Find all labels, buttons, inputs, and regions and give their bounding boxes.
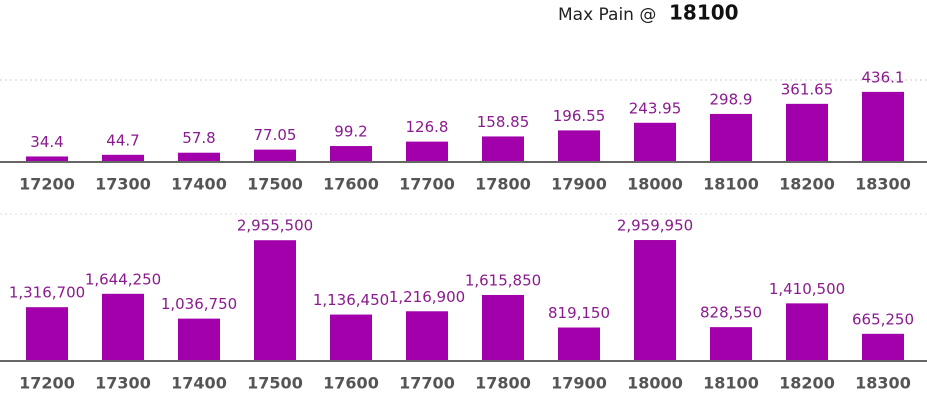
header-label: Max Pain @ — [558, 5, 656, 25]
bar — [406, 141, 448, 162]
value-label: 436.1 — [862, 68, 905, 86]
value-label: 1,136,450 — [313, 291, 389, 309]
bar — [330, 146, 372, 162]
bar — [178, 318, 220, 361]
bar — [482, 136, 524, 162]
value-label: 665,250 — [852, 310, 914, 328]
value-label: 196.55 — [553, 107, 606, 125]
value-label: 57.8 — [182, 129, 215, 147]
x-tick-label: 17800 — [475, 374, 531, 393]
x-tick-label: 17500 — [247, 374, 303, 393]
x-tick-label: 17600 — [323, 175, 379, 194]
x-tick-label: 18200 — [779, 374, 835, 393]
x-tick-label: 18000 — [627, 175, 683, 194]
bar — [710, 113, 752, 162]
x-tick-label: 17900 — [551, 374, 607, 393]
bar — [178, 152, 220, 162]
x-tick-label: 18000 — [627, 374, 683, 393]
x-tick-label: 17300 — [95, 374, 151, 393]
x-tick-label: 18300 — [855, 374, 911, 393]
value-label: 1,216,900 — [389, 288, 465, 306]
bar — [786, 103, 828, 162]
value-label: 243.95 — [629, 99, 682, 117]
x-tick-label: 18100 — [703, 374, 759, 393]
bar — [254, 149, 296, 162]
value-label: 158.85 — [477, 113, 530, 131]
bar — [558, 327, 600, 361]
header-strike: 18100 — [669, 1, 739, 25]
x-tick-label: 17800 — [475, 175, 531, 194]
bar — [102, 154, 144, 162]
value-label: 34.4 — [30, 133, 63, 151]
value-label: 819,150 — [548, 304, 610, 322]
x-tick-label: 18200 — [779, 175, 835, 194]
x-tick-label: 17700 — [399, 374, 455, 393]
x-tick-label: 17400 — [171, 374, 227, 393]
value-label: 298.9 — [710, 90, 753, 108]
x-tick-label: 17400 — [171, 175, 227, 194]
bar — [786, 303, 828, 361]
value-label: 44.7 — [106, 131, 139, 149]
bar — [406, 311, 448, 361]
value-label: 1,615,850 — [465, 271, 541, 289]
bar — [26, 307, 68, 361]
bar — [26, 156, 68, 162]
x-tick-label: 17900 — [551, 175, 607, 194]
bar — [710, 327, 752, 361]
value-label: 1,410,500 — [769, 280, 845, 298]
x-tick-label: 17200 — [19, 175, 75, 194]
bar — [482, 294, 524, 361]
value-label: 99.2 — [334, 123, 367, 141]
bar — [558, 130, 600, 162]
value-label: 1,644,250 — [85, 270, 161, 288]
x-tick-label: 17600 — [323, 374, 379, 393]
value-label: 126.8 — [406, 118, 449, 136]
x-tick-label: 18300 — [855, 175, 911, 194]
value-label: 2,955,500 — [237, 217, 313, 235]
value-label: 2,959,950 — [617, 217, 693, 235]
value-label: 77.05 — [254, 126, 297, 144]
x-tick-label: 18100 — [703, 175, 759, 194]
x-tick-label: 17500 — [247, 175, 303, 194]
x-tick-label: 17200 — [19, 374, 75, 393]
value-label: 1,316,700 — [9, 284, 85, 302]
bar — [254, 240, 296, 361]
value-label: 1,036,750 — [161, 295, 237, 313]
bar — [330, 314, 372, 361]
x-tick-label: 17700 — [399, 175, 455, 194]
x-tick-label: 17300 — [95, 175, 151, 194]
value-label: 828,550 — [700, 304, 762, 322]
bar — [634, 122, 676, 162]
bar — [862, 91, 904, 162]
value-label: 361.65 — [781, 80, 834, 98]
bar — [634, 240, 676, 361]
bar — [102, 293, 144, 361]
bar — [862, 333, 904, 361]
